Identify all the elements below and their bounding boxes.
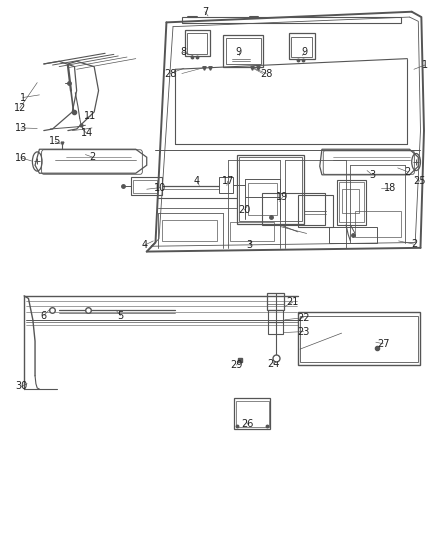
Bar [298,195,333,227]
Text: 4: 4 [141,240,148,250]
Bar [236,401,269,427]
Text: 30: 30 [15,382,27,391]
Text: 23: 23 [297,327,310,336]
Bar [219,177,233,193]
Text: 9: 9 [301,47,307,57]
Bar [162,220,217,241]
Text: 11: 11 [84,111,96,121]
Bar [131,177,162,195]
Text: 29: 29 [230,360,243,370]
Text: 16: 16 [15,153,27,163]
Text: 26: 26 [241,419,254,429]
Text: 2: 2 [90,152,96,162]
Bar [182,17,401,23]
Bar [339,182,364,222]
Text: 19: 19 [276,192,289,202]
Text: 2: 2 [411,239,417,249]
Text: 8: 8 [180,47,186,57]
Text: 15: 15 [49,136,61,146]
Bar [267,293,284,310]
Bar [262,193,325,225]
Text: 7: 7 [202,7,208,17]
Text: 17: 17 [222,176,234,186]
Text: 9: 9 [236,47,242,57]
Text: 24: 24 [267,359,279,368]
Text: 18: 18 [384,183,396,192]
Text: 1: 1 [422,60,428,70]
Bar [268,322,283,334]
Text: 10: 10 [154,183,166,192]
Text: 3: 3 [369,170,375,180]
Text: 21: 21 [286,297,299,307]
Bar [237,155,304,224]
Text: 2: 2 [404,167,410,176]
Text: 4: 4 [194,176,200,186]
Bar [223,35,263,67]
Text: 5: 5 [117,311,124,320]
Bar [337,180,366,225]
Text: 14: 14 [81,128,93,138]
Bar [133,180,157,193]
Bar [230,222,274,241]
Bar [234,398,270,429]
Bar [226,38,261,64]
Bar [298,312,420,365]
Text: 12: 12 [14,103,26,113]
Text: 6: 6 [41,311,47,320]
Text: 28: 28 [260,69,272,78]
Bar [187,33,207,54]
Bar [268,310,283,322]
Text: 1: 1 [20,93,26,102]
Text: 13: 13 [15,123,27,133]
Bar [289,33,315,59]
Text: 22: 22 [297,313,310,322]
Bar [185,30,210,56]
Text: 3: 3 [247,240,253,250]
Bar [328,227,377,243]
Bar [291,37,312,57]
Bar [248,183,277,215]
Bar [342,189,359,213]
Text: 28: 28 [164,69,176,78]
Bar [300,316,418,362]
Text: 20: 20 [238,205,251,215]
Text: 27: 27 [377,339,389,349]
Bar [239,157,302,221]
Bar [355,211,401,237]
Text: 25: 25 [413,176,426,186]
